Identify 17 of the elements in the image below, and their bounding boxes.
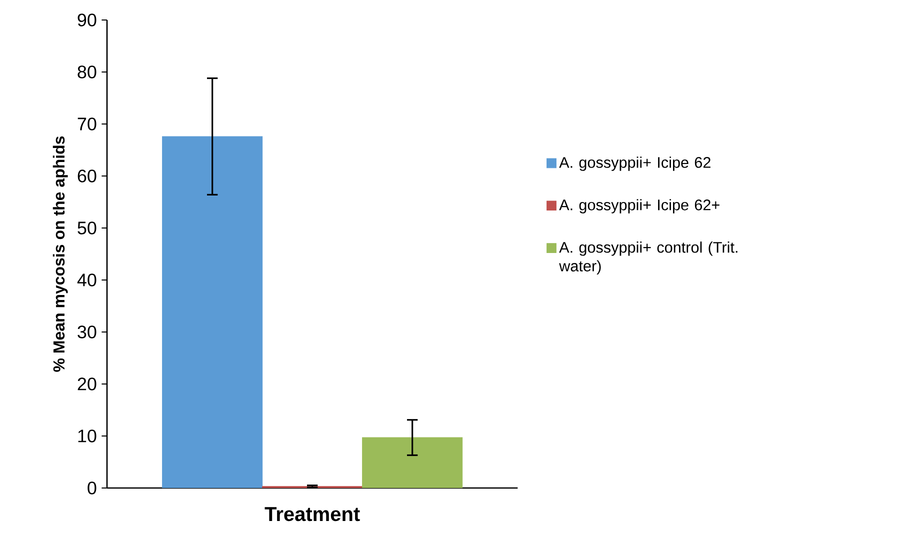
y-tick-label: 70 xyxy=(78,118,96,130)
y-tick-label: 30 xyxy=(78,326,96,338)
legend-label: A. gossyppii+ control (Trit. water) xyxy=(559,242,738,274)
y-tick-label: 60 xyxy=(78,170,96,182)
bar xyxy=(362,437,463,488)
y-tick-label: 90 xyxy=(78,14,96,26)
y-tick-label: 50 xyxy=(78,222,96,234)
y-axis-title: % Mean mycosis on the aphids xyxy=(52,136,68,372)
y-tick-label: 20 xyxy=(78,378,96,390)
x-axis-title: Treatment xyxy=(264,507,360,522)
legend-label: A. gossyppii+ Icipe 62 xyxy=(559,156,710,171)
y-tick-label: 80 xyxy=(78,66,96,78)
bar xyxy=(162,136,263,488)
y-tick-label: 0 xyxy=(88,482,96,494)
y-tick-label: 10 xyxy=(78,430,96,442)
legend-label: A. gossyppii+ Icipe 62+ xyxy=(559,199,720,214)
y-tick-label: 40 xyxy=(77,274,96,286)
